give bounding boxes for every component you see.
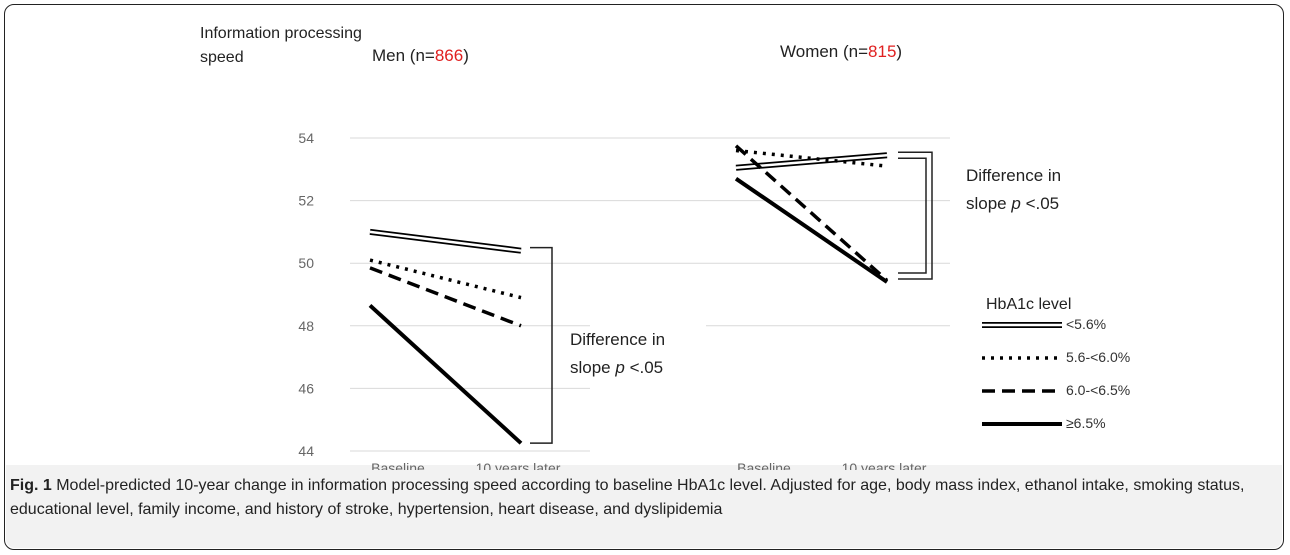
gridlines <box>350 137 950 452</box>
x-tick-women-0: Baseline <box>737 460 791 470</box>
caption-label: Fig. 1 <box>10 477 52 494</box>
x-tick-men-1: 10 years later <box>476 460 561 470</box>
y-tick-50: 50 <box>298 255 314 271</box>
x-tick-men-0: Baseline <box>371 460 425 470</box>
x-tick-women-1: 10 years later <box>842 460 927 470</box>
legend-markers <box>982 322 1062 426</box>
women-significance-annotation: Difference in slope p <.05 <box>966 166 1062 213</box>
caption-background <box>6 465 1282 548</box>
y-tick-52: 52 <box>298 193 314 209</box>
significance-brackets <box>530 151 933 444</box>
men-significance-annotation: Difference in slope p <.05 <box>570 330 666 377</box>
men-series-3 <box>368 303 523 445</box>
legend-title: HbA1c level <box>986 296 1072 313</box>
y-tick-labels: 44 46 48 50 52 54 <box>298 130 314 459</box>
men-series-0-inner <box>369 230 522 252</box>
men-panel-title: Men (n=866) <box>372 46 469 65</box>
legend-label-lt-5-6: <5.6% <box>1066 316 1107 332</box>
y-tick-54: 54 <box>298 130 314 146</box>
women-bracket-inner <box>898 157 927 274</box>
women-bracket-outer <box>898 151 933 280</box>
women-series-1 <box>735 148 888 168</box>
men-series-1 <box>369 258 522 300</box>
figure-caption: Fig. 1 Model-predicted 10-year change in… <box>10 474 1278 522</box>
women-series-3 <box>734 177 889 284</box>
legend-label-5-6-6-0: 5.6-<6.0% <box>1066 349 1131 365</box>
series-lines <box>368 144 889 445</box>
caption-text: Model-predicted 10-year change in inform… <box>10 477 1245 518</box>
legend-label-6-0-6-5: 6.0-<6.5% <box>1066 382 1131 398</box>
y-tick-44: 44 <box>298 443 314 459</box>
women-series-2 <box>734 144 889 282</box>
legend-label-ge-6-5: ≥6.5% <box>1066 415 1106 431</box>
y-axis-label: Information processing speed <box>200 25 362 66</box>
x-tick-labels: Baseline 10 years later Baseline 10 years l… <box>371 460 927 470</box>
men-series-2 <box>369 266 522 328</box>
y-tick-48: 48 <box>298 318 314 334</box>
women-panel-title: Women (n=815) <box>780 42 903 61</box>
figure-frame <box>4 4 1284 550</box>
women-series-0-inner <box>735 153 888 169</box>
men-bracket <box>530 246 553 444</box>
y-tick-46: 46 <box>298 380 314 396</box>
